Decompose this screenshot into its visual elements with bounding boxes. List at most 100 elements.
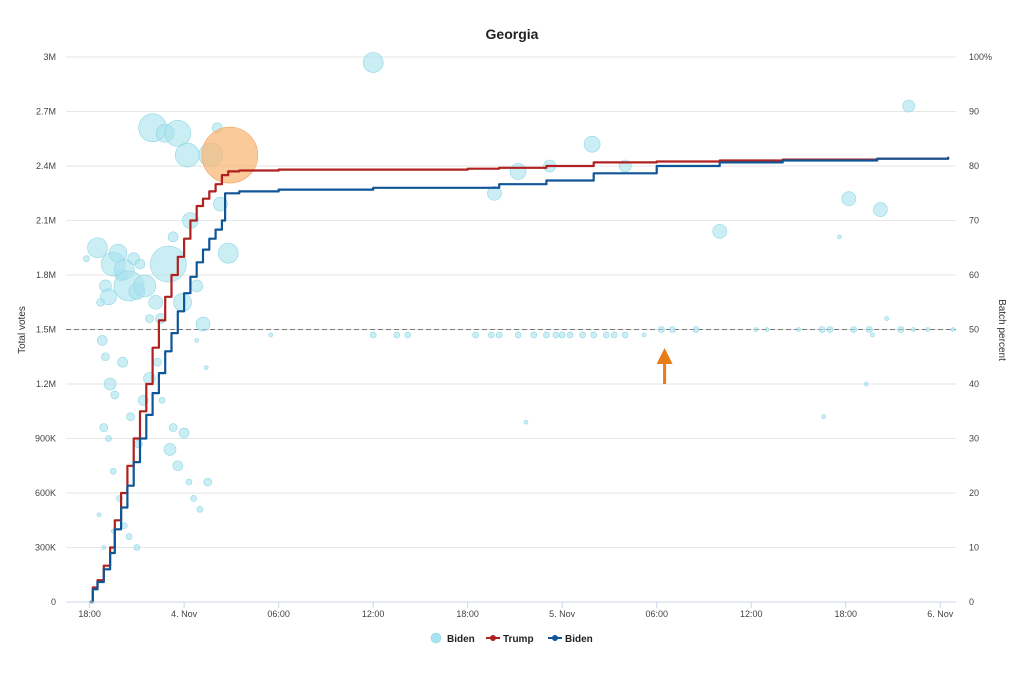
- y-tick-label: 2.4M: [36, 161, 56, 171]
- bubble-point: [583, 135, 601, 153]
- bubble-point: [369, 331, 377, 339]
- bubble-point: [514, 331, 522, 339]
- bubble-point: [101, 545, 107, 550]
- y2-tick-label: 70: [969, 216, 979, 226]
- bubble-point: [669, 326, 676, 333]
- bubble-point: [110, 390, 120, 400]
- y-tick-label: 1.2M: [36, 379, 56, 389]
- bubble-point: [194, 338, 200, 343]
- x-tick-label: 5. Nov: [549, 609, 576, 619]
- bubble-point: [153, 357, 162, 367]
- arrow-head: [656, 348, 673, 364]
- bubble-point: [190, 279, 204, 293]
- axes: 0 300K 600K 900K 1.2M 1.5M 1.8M 2.1M 2.4M 2.7M 3M 0…: [35, 52, 992, 619]
- bubble-point: [764, 327, 770, 332]
- bubble-point: [172, 460, 184, 472]
- bubble-point: [590, 331, 597, 339]
- x-tick-label: 18:00: [456, 609, 479, 619]
- bubble-point: [837, 234, 842, 240]
- legend-symbol-marker: [490, 635, 496, 641]
- bubble-point: [610, 331, 618, 339]
- bubble-point: [190, 495, 197, 502]
- chart-title: Georgia: [486, 26, 539, 42]
- bubble-point: [818, 326, 826, 333]
- y2-tick-label: 40: [969, 379, 979, 389]
- bubble-point: [866, 326, 873, 333]
- x-tick-label: 06:00: [645, 609, 668, 619]
- bubble-point: [884, 316, 889, 321]
- bubble-point: [911, 327, 916, 332]
- bubble-point: [117, 356, 129, 368]
- bubble-series-biden: [83, 52, 956, 551]
- bubble-point: [925, 327, 930, 332]
- bubble-point: [178, 427, 190, 439]
- bubble-point: [523, 419, 529, 425]
- legend-item-biden[interactable]: Biden: [430, 632, 475, 645]
- bubble-point: [203, 365, 209, 370]
- bubble-point: [870, 332, 875, 338]
- y-tick-label: 300K: [35, 543, 56, 553]
- y2-tick-label: 0: [969, 597, 974, 607]
- legend-item-trump[interactable]: Trump: [486, 634, 534, 645]
- bubble-point: [101, 352, 110, 362]
- bubble-point: [543, 331, 550, 339]
- bubble-point: [195, 316, 211, 332]
- bubble-point: [196, 506, 204, 513]
- bubble-point: [100, 288, 117, 306]
- annotation-arrow: [656, 348, 673, 384]
- y-tick-label: 3M: [43, 52, 56, 62]
- y2-axis-title: Batch percent: [996, 299, 1007, 361]
- bubble-highlight: [201, 126, 259, 184]
- line-series: [89, 156, 950, 604]
- x-tick-label: 6. Nov: [927, 609, 954, 619]
- y-tick-label: 900K: [35, 434, 56, 444]
- legend-label: Biden: [447, 634, 475, 645]
- bubble-point: [863, 381, 869, 387]
- bubble-point: [213, 196, 228, 212]
- bubble-point: [850, 326, 857, 333]
- bubble-point: [566, 331, 574, 339]
- legend-label: Trump: [503, 634, 534, 645]
- bubble-point: [362, 52, 384, 73]
- y2-tick-label: 20: [969, 488, 979, 498]
- bubble-point: [268, 332, 274, 338]
- bubble-point: [821, 414, 826, 420]
- bubble-point: [841, 191, 857, 206]
- bubble-point: [173, 292, 192, 312]
- bubble-point: [404, 331, 412, 339]
- bubble-point: [217, 242, 239, 264]
- y2-tick-label: 60: [969, 270, 979, 280]
- bubble-point: [174, 142, 200, 168]
- bubble-point: [168, 423, 178, 432]
- bubble-point: [579, 331, 586, 339]
- bubble-point: [145, 314, 154, 323]
- y-tick-label: 2.1M: [36, 216, 56, 226]
- bubble-point: [83, 255, 90, 262]
- y-tick-label: 1.5M: [36, 325, 56, 335]
- bubble-point: [495, 331, 503, 339]
- bubble-point: [897, 326, 905, 333]
- legend[interactable]: Biden Trump Biden: [430, 632, 593, 645]
- bubble-point: [641, 332, 647, 338]
- bubble-point: [133, 274, 157, 298]
- x-tick-label: 12:00: [740, 609, 763, 619]
- bubble-point: [488, 331, 495, 339]
- bubble-point: [393, 331, 401, 339]
- bubble-point: [487, 185, 502, 201]
- y2-tick-label: 90: [969, 107, 979, 117]
- bubble-point: [902, 99, 916, 113]
- bubble-point: [692, 326, 700, 333]
- bubble-point: [753, 327, 759, 332]
- bubble-point: [826, 326, 834, 333]
- legend-item-biden[interactable]: Biden: [548, 634, 593, 645]
- bubble-point: [185, 478, 193, 486]
- x-tick-label: 18:00: [834, 609, 857, 619]
- bubble-point: [105, 435, 112, 442]
- bubble-point: [472, 331, 479, 339]
- y2-tick-label: 50: [969, 325, 979, 335]
- bubble-point: [134, 439, 143, 449]
- line-trump: [89, 156, 950, 604]
- y-tick-label: 600K: [35, 488, 56, 498]
- y2-tick-label: 10: [969, 543, 979, 553]
- bubble-point: [150, 245, 187, 283]
